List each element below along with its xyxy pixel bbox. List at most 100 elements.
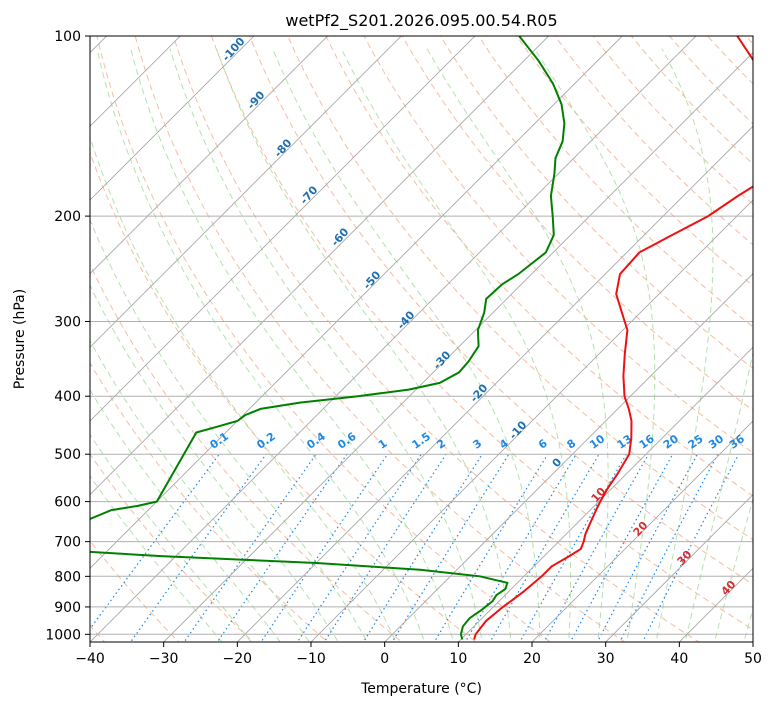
mixing-ratio-label: 30 — [706, 432, 726, 452]
moist-adiabat-3 — [90, 339, 310, 642]
x-tick-label: 20 — [523, 651, 541, 667]
plot-frame — [89, 35, 754, 643]
dry-adiabat-23 — [439, 36, 753, 369]
isotherm-line — [310, 199, 753, 642]
dry-adiabat-31 — [745, 36, 753, 45]
mixing-ratio-line-3 — [216, 453, 348, 642]
x-tick-label: −30 — [149, 651, 179, 667]
isobars — [90, 36, 753, 635]
dry-adiabat-label: -70 — [298, 183, 321, 207]
dry-adiabat-label: -60 — [329, 225, 352, 249]
isotherm-line — [90, 36, 181, 127]
mixing-ratio-line-4 — [260, 453, 389, 642]
dry-adiabat-label: -50 — [361, 268, 384, 292]
mixing-ratio-line-5 — [296, 453, 422, 642]
y-tick-label: 100 — [54, 29, 81, 45]
y-axis-label: Pressure (hPa) — [12, 289, 28, 389]
x-tick-label: −10 — [296, 651, 326, 667]
mixing-ratio-line-9 — [433, 453, 549, 642]
mixing-ratio-line-13 — [543, 453, 650, 642]
mixing-ratio-line-0 — [90, 453, 220, 630]
moist-label: 20 — [631, 519, 651, 539]
mixing-ratio-line-16 — [619, 453, 719, 642]
dry-adiabat-10 — [90, 453, 254, 642]
mixing-ratio-label: 1.5 — [410, 430, 433, 452]
isotherm-line — [90, 36, 697, 642]
isotherm-line — [90, 36, 623, 569]
moist-adiabat-18 — [743, 607, 753, 642]
mixing-ratio-line-10 — [464, 453, 577, 642]
x-tick-label: −20 — [223, 651, 253, 667]
dry-adiabat-27 — [592, 36, 753, 205]
y-tick-label: 1000 — [45, 627, 81, 643]
y-tick-label: 300 — [54, 314, 81, 330]
dry-adiabat-22 — [401, 36, 753, 411]
dry-adiabat-label: -10 — [507, 418, 530, 442]
dry-adiabat-19 — [287, 36, 753, 541]
dry-adiabat-12 — [90, 263, 403, 642]
moist-adiabat-15 — [655, 48, 714, 642]
mixing-ratio-label: 8 — [565, 437, 579, 452]
dewpoint-line — [90, 36, 566, 640]
x-tick-label: 40 — [670, 651, 688, 667]
mixing-ratio-label: 36 — [727, 432, 747, 452]
dry-adiabat-label: -30 — [431, 348, 454, 372]
dry-adiabat-29 — [668, 36, 753, 125]
mixing-ratio-label: 3 — [471, 437, 485, 452]
mixing-ratio-line-11 — [489, 453, 600, 642]
x-tick-label: 0 — [380, 651, 389, 667]
y-tick-label: 400 — [54, 389, 81, 405]
mixing-ratio-label: 1 — [376, 437, 390, 452]
isotherm-line — [90, 36, 402, 348]
y-tick-label: 800 — [54, 569, 81, 585]
moist-adiabat-7 — [96, 48, 426, 642]
y-tick-label: 200 — [54, 209, 81, 225]
mixing-ratio-label: 6 — [536, 436, 550, 451]
x-tick-label: 30 — [597, 651, 615, 667]
moist-adiabat-2 — [90, 388, 281, 642]
dry-adiabats — [90, 36, 753, 642]
isotherm-line — [90, 36, 329, 275]
isotherm-line — [90, 36, 550, 496]
x-tick-label: 50 — [744, 651, 762, 667]
dry-adiabat-label: -20 — [468, 381, 491, 405]
moist-adiabat-8 — [130, 48, 454, 642]
moist-adiabat-17 — [713, 497, 753, 642]
isotherm-line — [236, 125, 753, 642]
moist-adiabat-11 — [272, 48, 541, 642]
mixing-ratio-label: 0.2 — [254, 430, 277, 452]
chart-title: wetPf2_S201.2026.095.00.54.R05 — [285, 11, 557, 31]
mixing-ratio-line-2 — [183, 453, 317, 642]
isotherm-line — [605, 494, 753, 642]
moist-label: 0 — [550, 455, 565, 470]
x-axis-label: Temperature (°C) — [360, 681, 482, 697]
dry-adiabat-14 — [96, 36, 552, 642]
moist-adiabat-5 — [90, 218, 368, 642]
dry-adiabat-9 — [90, 540, 180, 642]
dry-adiabat-18 — [249, 36, 753, 585]
mixing-ratio-label: 0.6 — [335, 430, 359, 452]
y-tick-label: 900 — [54, 600, 81, 616]
moist-adiabat-13 — [426, 48, 609, 642]
y-tick-label: 500 — [54, 447, 81, 463]
dry-adiabat-label: -40 — [395, 308, 418, 332]
dry-adiabat-25 — [516, 36, 753, 287]
moist-label: 40 — [719, 578, 739, 598]
isotherm-line — [384, 273, 753, 642]
moist-adiabat-0 — [90, 475, 223, 642]
dry-adiabat-30 — [706, 36, 753, 85]
mixing-ratio-line-14 — [569, 453, 674, 642]
moist-adiabat-14 — [533, 48, 656, 642]
mixing-ratio-label: 10 — [587, 432, 607, 452]
mixing-ratio-label: 2 — [434, 437, 448, 452]
isotherm-line — [457, 346, 753, 642]
moist-adiabat-9 — [169, 48, 483, 642]
isotherm-line — [90, 36, 476, 422]
isotherm-line — [90, 36, 255, 201]
isotherm-line — [752, 641, 753, 642]
dry-adiabat-15 — [134, 36, 626, 642]
y-tick-label: 700 — [54, 535, 81, 551]
moist-adiabat-16 — [684, 350, 753, 642]
